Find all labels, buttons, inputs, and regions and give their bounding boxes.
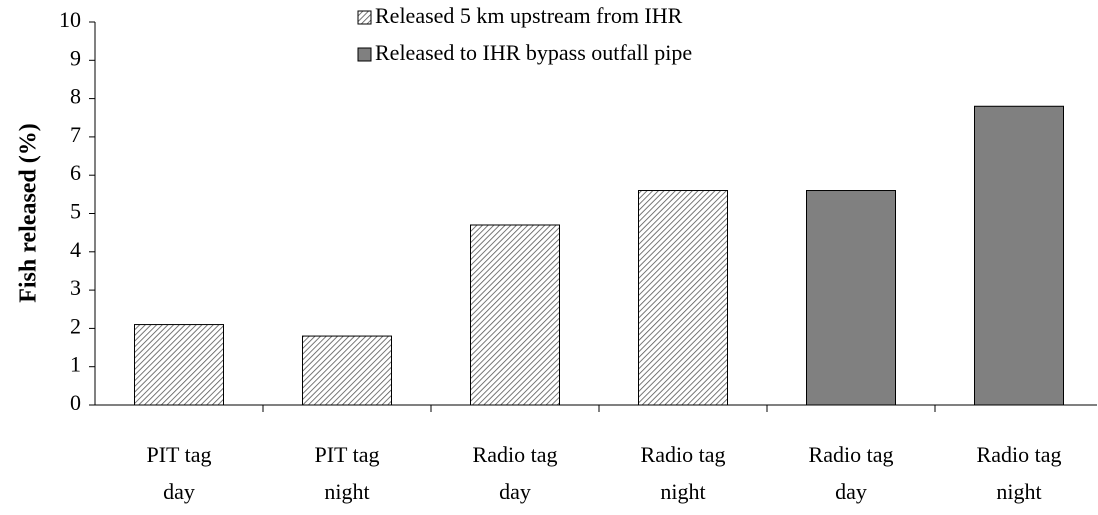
x-tick-label: day [835, 479, 867, 504]
legend-swatch [357, 47, 372, 62]
y-tick-label: 2 [70, 313, 81, 338]
y-tick-label: 0 [70, 390, 81, 415]
x-tick-label: Radio tag [977, 442, 1062, 467]
x-tick-label: night [660, 479, 705, 504]
y-tick-label: 10 [59, 7, 81, 32]
y-tick-label: 4 [70, 237, 81, 262]
y-tick-label: 8 [70, 84, 81, 109]
bar [470, 224, 560, 406]
x-tick-label: PIT tag [147, 442, 212, 467]
y-axis-title: Fish released (%) [16, 123, 42, 303]
x-tick-label: Radio tag [809, 442, 894, 467]
x-tick-label: day [163, 479, 195, 504]
y-tick-label: 6 [70, 160, 81, 185]
x-tick-label: PIT tag [315, 442, 380, 467]
y-tick-label: 3 [70, 275, 81, 300]
bar [806, 190, 896, 406]
x-tick-label: Radio tag [473, 442, 558, 467]
x-tick-label: day [499, 479, 531, 504]
bar [134, 324, 224, 406]
x-tick-label: night [324, 479, 369, 504]
legend-label: Released 5 km upstream from IHR [375, 3, 683, 28]
y-tick-label: 7 [70, 122, 81, 147]
x-tick-label: Radio tag [641, 442, 726, 467]
legend-swatch [357, 10, 372, 25]
bar [638, 190, 728, 406]
y-tick-label: 9 [70, 45, 81, 70]
bar [302, 335, 392, 406]
x-tick-label: night [996, 479, 1041, 504]
y-tick-label: 1 [70, 352, 81, 377]
bar [974, 105, 1064, 406]
legend-label: Released to IHR bypass outfall pipe [375, 40, 692, 65]
y-tick-label: 5 [70, 199, 81, 224]
